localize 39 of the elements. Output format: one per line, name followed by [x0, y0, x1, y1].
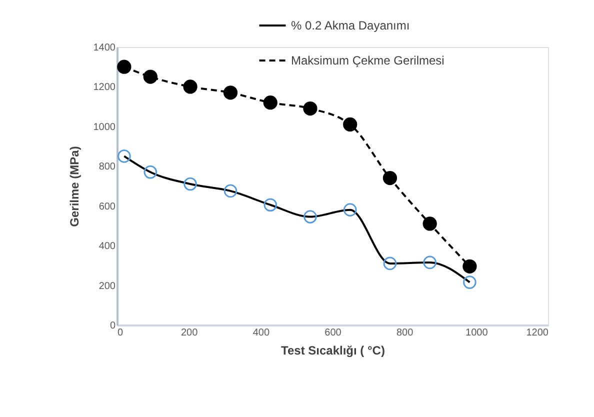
y-tick-label: 600 — [98, 201, 116, 212]
x-axis-title: Test Sıcaklığı ( °C) — [281, 344, 385, 358]
point — [144, 165, 158, 179]
x-tick-label: 0 — [118, 328, 124, 338]
y-tick-label: 1200 — [93, 82, 116, 94]
y-axis-title: Gerilme (MPa) — [67, 146, 82, 227]
point — [183, 80, 198, 94]
x-tick-label: 800 — [396, 328, 414, 338]
point — [143, 70, 158, 84]
y-tick-label: 0 — [110, 320, 116, 332]
x-tick-label: 200 — [180, 328, 198, 338]
y-tick-label: 200 — [98, 280, 116, 292]
point — [423, 256, 436, 270]
legend-label: % 0.2 Akma Dayanımı — [291, 18, 410, 32]
legend-label: Maksimum Çekme Gerilmesi — [291, 54, 444, 68]
point — [223, 86, 238, 100]
y-tick-label: 1400 — [93, 42, 116, 54]
x-tick-label: 400 — [252, 328, 270, 338]
point — [304, 210, 317, 224]
point — [184, 177, 197, 191]
point — [118, 150, 131, 163]
point — [343, 117, 358, 132]
point — [303, 102, 318, 116]
point — [463, 276, 476, 289]
x-tick-label: 1000 — [466, 328, 488, 338]
y-tick-label: 1000 — [93, 122, 116, 133]
point — [117, 60, 132, 74]
point — [422, 216, 437, 231]
y-tick-label: 400 — [98, 241, 116, 252]
point — [462, 259, 477, 274]
x-tick-label: 1200 — [526, 328, 549, 338]
x-tick-label: 600 — [324, 328, 342, 338]
y-tick-label: 800 — [98, 162, 116, 173]
point — [382, 171, 398, 186]
point — [343, 203, 357, 216]
point — [263, 96, 278, 110]
point — [383, 256, 397, 270]
point — [264, 198, 278, 212]
point — [224, 184, 238, 198]
